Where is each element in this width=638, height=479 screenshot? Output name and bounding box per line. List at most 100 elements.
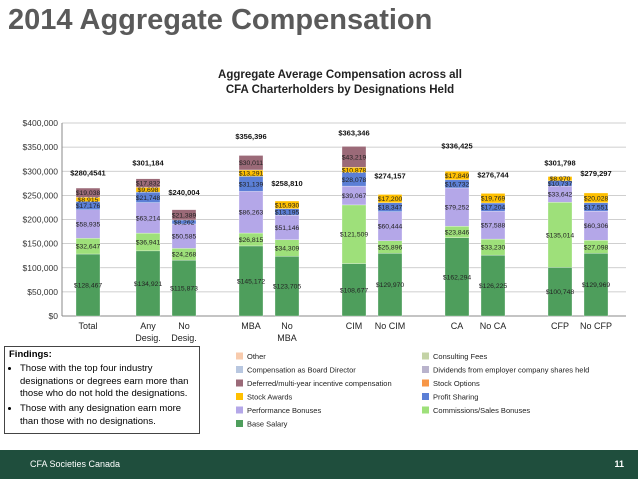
y-tick-label: $50,000 — [27, 287, 58, 297]
value-label: $15,930 — [275, 202, 300, 209]
total-label: $301,184 — [132, 159, 164, 168]
value-label: $135,014 — [546, 232, 575, 239]
legend-label: Stock Awards — [247, 392, 293, 401]
value-label: $126,225 — [479, 283, 508, 290]
findings-box: Findings: Those with the top four indust… — [4, 346, 200, 434]
value-label: $50,585 — [172, 234, 197, 241]
y-tick-label: $150,000 — [23, 239, 59, 249]
x-tick-label: CA — [451, 321, 464, 331]
value-label: $115,873 — [170, 286, 198, 293]
total-label: $276,744 — [477, 170, 509, 179]
y-tick-label: $300,000 — [23, 166, 59, 176]
footer-org: CFA Societies Canada — [30, 459, 121, 469]
value-label: $60,444 — [378, 224, 403, 231]
value-label: $21,389 — [172, 212, 197, 219]
legend-label: Profit Sharing — [433, 392, 478, 401]
legend-label: Consulting Fees — [433, 352, 487, 361]
finding: Those with any designation earn more tha… — [20, 403, 195, 428]
value-label: $10,737 — [548, 181, 573, 188]
x-tick-label: MBA — [241, 321, 261, 331]
finding: Those with the top four industry designa… — [20, 363, 195, 400]
bar-segment — [274, 256, 300, 317]
bar-segment — [583, 253, 609, 317]
value-label: $20,028 — [584, 195, 609, 202]
x-tick-label: No CIM — [375, 321, 406, 331]
bar-segment — [238, 191, 264, 234]
total-label: $279,297 — [580, 169, 611, 178]
y-tick-label: $0 — [49, 311, 59, 321]
x-tick-label: Total — [78, 321, 97, 331]
chart-title: Aggregate Average Compensation across al… — [218, 69, 462, 96]
value-label: $17,832 — [136, 181, 161, 188]
total-label: $280,4541 — [70, 169, 105, 178]
total-label: $336,425 — [441, 142, 472, 151]
value-label: $16,732 — [445, 181, 470, 188]
x-tick-label: No Desig. — [171, 321, 197, 343]
findings-heading: Findings: — [9, 349, 52, 360]
value-label: $17,200 — [378, 196, 403, 203]
bar-segment — [171, 223, 197, 249]
y-tick-label: $250,000 — [23, 190, 59, 200]
value-label: $9,698 — [138, 187, 159, 194]
value-label: $129,970 — [376, 282, 405, 289]
legend-label: Compensation as Board Director — [247, 365, 356, 374]
bar-segment — [444, 187, 470, 227]
value-label: $17,176 — [76, 203, 101, 210]
value-label: $58,935 — [76, 222, 101, 229]
total-label: $301,798 — [544, 158, 575, 167]
value-label: $79,252 — [445, 205, 470, 212]
bar-segment — [480, 254, 506, 317]
legend-swatch — [236, 393, 243, 400]
bar-segment — [75, 209, 101, 239]
bar-segment — [377, 194, 403, 203]
value-label: $33,642 — [548, 192, 573, 199]
value-label: $13,291 — [239, 171, 264, 178]
total-label: $274,157 — [374, 172, 405, 181]
value-label: $27,098 — [584, 244, 609, 251]
bar-segment — [341, 204, 367, 264]
value-label: $129,969 — [582, 282, 611, 289]
value-label: $25,896 — [378, 245, 403, 252]
value-label: $134,921 — [134, 281, 163, 288]
value-label: $162,294 — [443, 274, 472, 281]
bar-segment — [274, 200, 300, 209]
value-label: $36,941 — [136, 239, 161, 246]
value-label: $33,230 — [481, 245, 506, 252]
value-label: $18,347 — [378, 205, 403, 212]
value-label: $60,306 — [584, 223, 609, 230]
bar-segment — [377, 253, 403, 317]
bar-segment — [444, 171, 470, 181]
y-tick-label: $400,000 — [23, 118, 59, 128]
value-label: $39,067 — [342, 193, 367, 200]
value-label: $17,204 — [481, 205, 506, 212]
value-label: $23,846 — [445, 229, 470, 236]
bar-segment — [238, 245, 264, 317]
legend-swatch — [236, 406, 243, 414]
bar-segment — [171, 209, 197, 221]
y-tick-label: $200,000 — [23, 215, 59, 225]
bar-segment — [341, 146, 367, 168]
bar-segment — [480, 193, 506, 204]
bar-segment — [583, 210, 609, 241]
footer: CFA Societies Canada 11 — [0, 450, 638, 479]
bar-segment — [444, 237, 470, 317]
legend-swatch — [236, 420, 243, 427]
value-label: $28,078 — [342, 177, 367, 184]
legend-swatch — [236, 379, 243, 387]
chart: Aggregate Average Compensation across al… — [23, 69, 626, 428]
legend-label: Deferred/multi-year incentive compensati… — [247, 379, 392, 388]
total-label: $240,004 — [168, 188, 200, 197]
value-label: $21,748 — [136, 195, 161, 202]
bar-segment — [135, 250, 161, 317]
y-tick-label: $100,000 — [23, 263, 59, 273]
value-label: $17,551 — [584, 204, 609, 211]
legend-swatch — [422, 379, 429, 387]
total-label: $356,396 — [235, 132, 266, 141]
value-label: $17,849 — [445, 173, 470, 180]
value-label: $51,146 — [275, 225, 300, 232]
value-label: $108,677 — [340, 287, 369, 294]
bar-segment — [75, 187, 101, 198]
value-label: $8,970 — [550, 176, 571, 183]
value-label: $123,705 — [273, 284, 302, 291]
